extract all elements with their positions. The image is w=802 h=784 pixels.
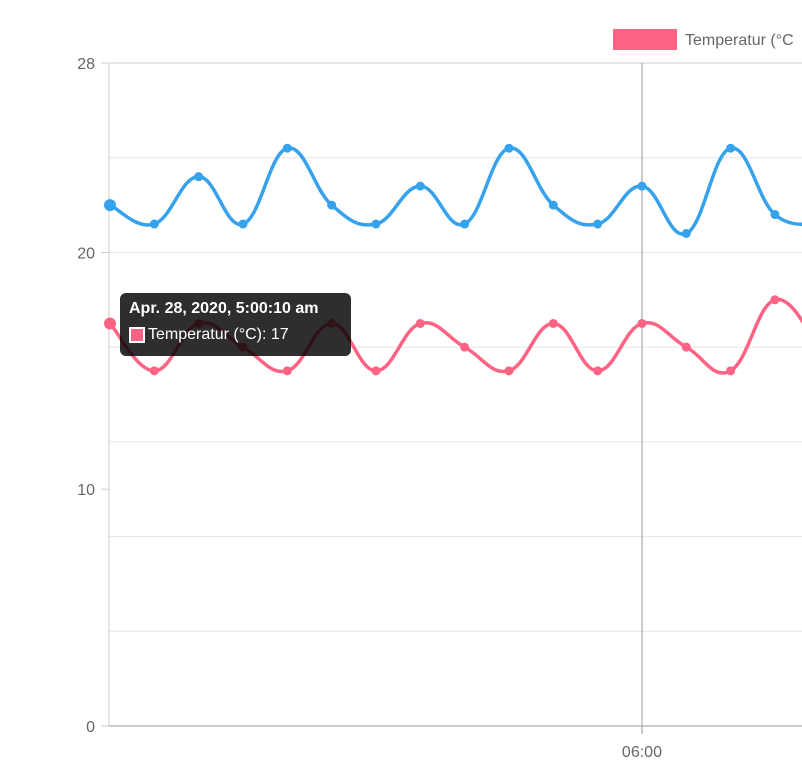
tooltip: Apr. 28, 2020, 5:00:10 am Temperatur (°C… [120,293,351,356]
series-line [109,146,802,236]
tooltip-value: Temperatur (°C): 17 [148,326,289,343]
data-point[interactable] [149,219,159,229]
data-point[interactable] [460,342,470,352]
legend[interactable]: Temperatur (°C [613,29,794,50]
y-tick-label: 20 [77,245,95,262]
y-tick-label: 10 [77,482,95,499]
tooltip-swatch [129,327,145,343]
data-point[interactable] [415,318,425,328]
legend-label[interactable]: Temperatur (°C [685,32,794,49]
data-point[interactable] [460,219,470,229]
y-axis-ticks: 0 10 20 28 [77,56,109,736]
data-point[interactable] [770,295,780,305]
data-point[interactable] [327,200,337,210]
data-point[interactable] [681,342,691,352]
data-point[interactable] [681,228,691,238]
data-point[interactable] [548,318,558,328]
data-point[interactable] [104,317,116,330]
data-point[interactable] [637,318,647,328]
data-point[interactable] [504,143,514,153]
tooltip-body: Temperatur (°C): 17 [129,326,342,344]
data-point[interactable] [149,366,159,376]
data-point[interactable] [548,200,558,210]
data-point[interactable] [282,366,292,376]
data-point[interactable] [194,172,204,182]
legend-swatch[interactable] [613,29,677,50]
data-point[interactable] [504,366,514,376]
data-point[interactable] [238,219,248,229]
data-point[interactable] [726,366,736,376]
data-point[interactable] [371,366,381,376]
x-axis-ticks: 06:00 [622,744,662,761]
data-point[interactable] [637,181,647,191]
data-point[interactable] [104,199,116,212]
axes [108,63,802,727]
data-point[interactable] [726,143,736,153]
y-tick-label: 0 [86,719,95,736]
tooltip-title: Apr. 28, 2020, 5:00:10 am [129,300,319,317]
x-tick-label: 06:00 [622,744,662,761]
data-point[interactable] [415,181,425,191]
data-point[interactable] [282,143,292,153]
data-point[interactable] [371,219,381,229]
data-point[interactable] [593,219,603,229]
data-point[interactable] [593,366,603,376]
data-point[interactable] [770,210,780,220]
y-tick-label: 28 [77,56,95,73]
grid-lines [109,62,802,734]
series-1 [104,143,802,238]
